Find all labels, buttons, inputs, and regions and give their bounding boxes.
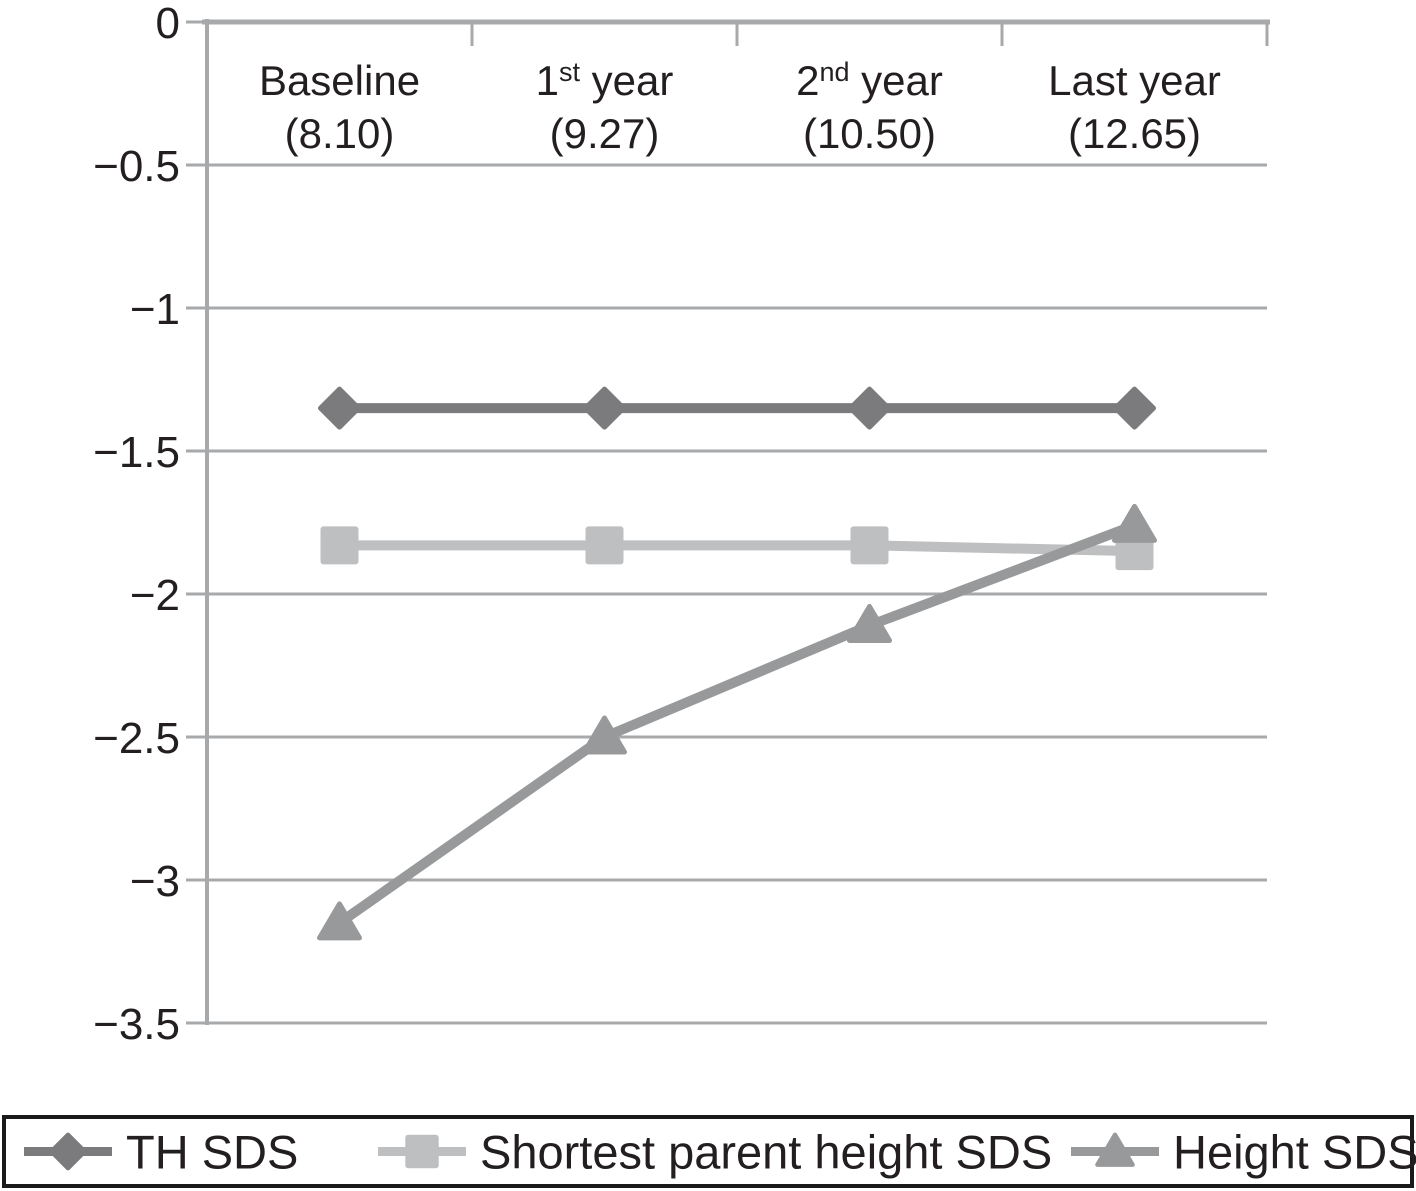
y-tick-label: −1.5 [93,428,180,477]
category-label: Last year [1048,57,1221,104]
marker-diamond [318,386,361,430]
chart-legend: TH SDS Shortest parent height SDS Height S… [2,1115,1416,1188]
legend-square-icon [378,1134,466,1169]
y-tick-label: −2 [130,571,180,620]
legend-item-th-sds: TH SDS [24,1128,298,1175]
y-tick-label: −1 [130,285,180,334]
legend-label: Shortest parent height SDS [480,1125,1053,1178]
marker-square [320,526,359,565]
y-tick-label: −3.5 [93,1000,180,1049]
marker-square [850,526,889,565]
line-chart-canvas: 0 −0.5 −1 −1.5 −2 −2.5 −3 −3.5 Baseline (8.10) 1st… [93,0,1270,1049]
y-tick-label: −3 [130,857,180,906]
marker-triangle [1095,1132,1135,1167]
marker-triangle [847,603,892,643]
y-tick-label: −0.5 [93,142,180,191]
category-sublabel: (10.50) [803,110,936,157]
category-sublabel: (12.65) [1068,110,1201,157]
legend-diamond-icon [24,1132,112,1171]
marker-triangle [317,901,362,941]
marker-diamond [1113,386,1156,430]
series-line-height-sds [336,520,1137,927]
legend-label: Height SDS [1173,1125,1416,1178]
marker-diamond [848,386,891,430]
y-tick-label: −2.5 [93,714,180,763]
y-tick-label: 0 [156,0,180,48]
marker-triangle [1112,503,1157,543]
legend-item-height-sds: Height SDS [1071,1128,1416,1175]
marker-diamond [49,1132,87,1171]
category-sublabel: (8.10) [285,110,395,157]
legend-label: TH SDS [126,1125,299,1178]
category-label: 1st year [536,57,674,104]
marker-square [405,1134,439,1169]
series-line-shortest-parent-height-sds [339,540,1135,557]
marker-triangle [582,715,627,755]
legend-item-shortest-parent-height-sds: Shortest parent height SDS [378,1128,1052,1175]
marker-diamond [583,386,626,430]
category-label: Baseline [259,57,420,104]
legend-triangle-icon [1071,1132,1159,1167]
marker-square [585,526,624,565]
category-label: 2nd year [796,57,943,104]
category-sublabel: (9.27) [550,110,660,157]
